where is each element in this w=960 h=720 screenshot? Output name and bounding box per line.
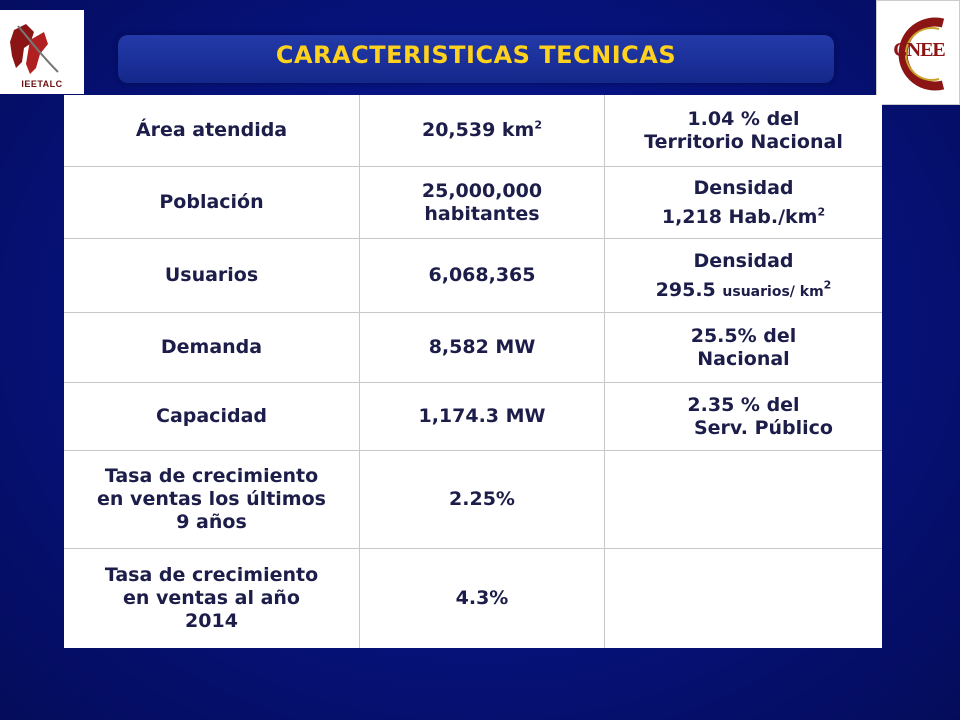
row-value-cell: 6,068,365 — [360, 239, 605, 312]
row-value-cell: 4.3% — [360, 549, 605, 648]
row-label-cell: Área atendida — [64, 95, 360, 166]
row-note-cell — [605, 451, 882, 548]
note-superscript: 2 — [823, 278, 832, 292]
row-note-cell: Densidad 1,218 Hab./km2 — [605, 167, 882, 238]
title-bar — [118, 35, 834, 83]
row-value-line: 4.3% — [455, 587, 509, 610]
row-value-cell: 25,000,000 habitantes — [360, 167, 605, 238]
cnee-logo: CNEE — [876, 0, 960, 105]
row-value: 20,539 km2 — [422, 119, 542, 142]
row-label-line: 9 años — [176, 510, 247, 533]
row-value-text: 20,539 km — [421, 119, 535, 142]
ieetalc-logo: IEETALC — [0, 10, 84, 94]
row-label-line: en ventas al año — [122, 587, 300, 610]
row-note-line: 25.5% del — [690, 324, 797, 347]
table-row: Demanda 8,582 MW 25.5% del Nacional — [64, 313, 882, 383]
row-note-line: 2.35 % del — [687, 393, 800, 416]
row-note-cell: 25.5% del Nacional — [605, 313, 882, 382]
row-note-cell: 1.04 % del Territorio Nacional — [605, 95, 882, 166]
row-value-line: 6,068,365 — [428, 264, 536, 287]
value-superscript: 2 — [534, 118, 543, 132]
row-label-cell: Demanda — [64, 313, 360, 382]
right-logo-text: CNEE — [893, 39, 946, 61]
table-row: Tasa de crecimiento en ventas al año 201… — [64, 549, 882, 648]
row-value-cell: 8,582 MW — [360, 313, 605, 382]
row-label-cell: Tasa de crecimiento en ventas al año 201… — [64, 549, 360, 648]
row-value-line: 25,000,000 — [421, 179, 543, 202]
table-row: Población 25,000,000 habitantes Densidad… — [64, 167, 882, 239]
row-label-cell: Población — [64, 167, 360, 238]
row-note-number: 295.5 — [655, 278, 716, 301]
row-label-cell: Tasa de crecimiento en ventas los último… — [64, 451, 360, 548]
row-label: Población — [159, 191, 264, 214]
row-label-line: 2014 — [185, 609, 238, 632]
table-row: Área atendida 20,539 km2 1.04 % del Terr… — [64, 95, 882, 167]
row-value-cell: 2.25% — [360, 451, 605, 548]
row-note-line: Densidad — [693, 249, 794, 272]
row-label-cell: Usuarios — [64, 239, 360, 312]
left-logo-text: IEETALC — [21, 79, 63, 89]
row-note-line: 1.04 % del — [687, 107, 800, 130]
row-note-cell: Densidad 295.5 usuarios/ km2 — [605, 239, 882, 312]
row-label-line: Tasa de crecimiento — [104, 564, 319, 587]
row-value-line: 8,582 MW — [428, 336, 536, 359]
table-row: Capacidad 1,174.3 MW 2.35 % del Serv. Pú… — [64, 383, 882, 451]
row-label: Demanda — [160, 336, 263, 359]
row-note-line: Nacional — [697, 347, 790, 370]
row-label: Usuarios — [164, 264, 259, 287]
table-row: Usuarios 6,068,365 Densidad 295.5 usuari… — [64, 239, 882, 313]
row-note-cell — [605, 549, 882, 648]
map-emblem-icon — [10, 24, 59, 74]
row-note-text: 1,218 Hab./km — [661, 205, 818, 228]
row-note-line: 295.5 usuarios/ km2 — [656, 279, 832, 302]
row-value-cell: 20,539 km2 — [360, 95, 605, 166]
row-note-line: 1,218 Hab./km2 — [662, 206, 825, 229]
row-value-cell: 1,174.3 MW — [360, 383, 605, 450]
table-row: Tasa de crecimiento en ventas los último… — [64, 451, 882, 549]
note-superscript: 2 — [817, 205, 826, 219]
row-note-line: Territorio Nacional — [644, 130, 843, 153]
row-note-line: Densidad — [693, 176, 794, 199]
row-label-line: en ventas los últimos — [97, 488, 326, 511]
page-title: CARACTERISTICAS TECNICAS — [275, 41, 677, 69]
characteristics-table: Área atendida 20,539 km2 1.04 % del Terr… — [64, 95, 882, 648]
row-value-line: 1,174.3 MW — [418, 405, 546, 428]
row-value-line: habitantes — [424, 202, 540, 225]
row-label: Área atendida — [135, 119, 288, 142]
row-note-line: Serv. Público — [693, 416, 833, 439]
row-label-line: Tasa de crecimiento — [104, 465, 319, 488]
row-note-unit: usuarios/ km — [722, 283, 824, 300]
row-label: Capacidad — [156, 405, 267, 428]
row-label-cell: Capacidad — [64, 383, 360, 450]
row-value-line: 2.25% — [449, 488, 515, 511]
cnee-ring-icon — [898, 17, 945, 91]
row-note-cell: 2.35 % del Serv. Público — [605, 383, 882, 450]
